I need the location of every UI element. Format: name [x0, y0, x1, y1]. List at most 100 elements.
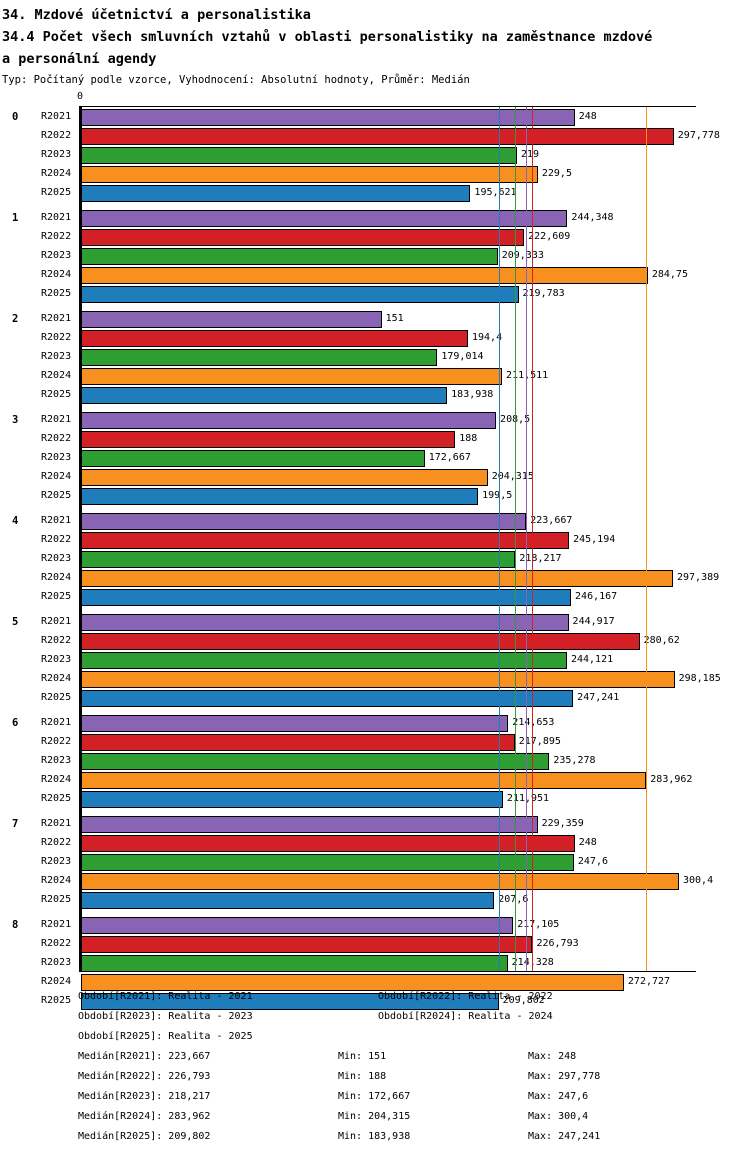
bar-value-label: 179,014: [441, 351, 484, 362]
bar[interactable]: [81, 311, 382, 328]
bar[interactable]: [81, 229, 525, 246]
bar-row: R2024 297,389: [0, 569, 750, 588]
bar-value-label: 188: [459, 433, 478, 444]
median-line-r2025: [498, 107, 500, 971]
bar[interactable]: [81, 715, 509, 732]
bar-value-label: 229,5: [541, 168, 572, 179]
bar-value-label: 204,315: [491, 471, 534, 482]
bar[interactable]: [81, 128, 674, 145]
bar[interactable]: [81, 734, 515, 751]
bar[interactable]: [81, 349, 438, 366]
bar-row-label: R2023: [41, 856, 72, 867]
bar[interactable]: [81, 330, 468, 347]
bar[interactable]: [81, 772, 647, 789]
bar[interactable]: [81, 816, 538, 833]
bar-row-label: R2024: [41, 875, 72, 886]
bar-row-label: R2024: [41, 673, 72, 684]
median-line-r2022: [532, 107, 534, 971]
bar[interactable]: [81, 109, 575, 126]
bar-value-label: 207,6: [498, 894, 529, 905]
bar-row: R2025 209,802: [0, 992, 750, 1011]
bar-group: 6R2021214,653R2022217,895R2023235,278R20…: [0, 714, 750, 815]
bar[interactable]: [81, 450, 425, 467]
bar[interactable]: [81, 993, 499, 1010]
chart-subtitle-line-2: a personální agendy: [2, 51, 157, 67]
bar[interactable]: [81, 513, 527, 530]
bar-value-label: 300,4: [683, 875, 714, 886]
bar[interactable]: [81, 955, 508, 972]
bar-value-label: 222,609: [528, 231, 571, 242]
bar[interactable]: [81, 166, 538, 183]
bar-value-label: 247,241: [577, 692, 620, 703]
bar-row: R2022 248: [0, 834, 750, 853]
bar-row-label: R2021: [41, 212, 72, 223]
bar[interactable]: [81, 248, 498, 265]
bar[interactable]: [81, 368, 503, 385]
bar[interactable]: [81, 614, 569, 631]
bar-row: R2021 208,5: [0, 411, 750, 430]
bar[interactable]: [81, 690, 574, 707]
legend-min-value: Min: 183,938: [338, 1131, 411, 1142]
legend-stat-row: Medián[R2025]: 209,802 Min: 183,938 Max: 2…: [0, 1128, 750, 1148]
bar[interactable]: [81, 147, 517, 164]
bar[interactable]: [81, 974, 624, 991]
bar-row: R2024 284,75: [0, 266, 750, 285]
legend-period-item: Období[R2023]: Realita - 2023: [78, 1011, 253, 1022]
bar[interactable]: [81, 488, 479, 505]
bar[interactable]: [81, 431, 456, 448]
bar-value-label: 244,917: [572, 616, 615, 627]
bar[interactable]: [81, 551, 516, 568]
bar-row: R2024 283,962: [0, 771, 750, 790]
bar-group: 0 R2021 248 R2022 297,778 R2023 219 R2024 229,5 R…: [0, 108, 750, 209]
legend-stat-row: Medián[R2023]: 218,217 Min: 172,667 Max: 2…: [0, 1088, 750, 1108]
group-index-label: 4: [12, 515, 19, 527]
group-index-label: 1: [12, 212, 19, 224]
bar-group: 7 R2021 229,359 R2022 248 R2023 247,6 R2024 300,…: [0, 815, 750, 916]
bar[interactable]: [81, 652, 567, 669]
median-line-r2021: [526, 107, 528, 971]
bar-value-label: 208,5: [500, 414, 530, 426]
legend-min-value: Min: 172,667: [338, 1091, 411, 1102]
bar-value-label: 199,5: [482, 490, 513, 501]
bar[interactable]: [81, 633, 640, 650]
bar[interactable]: [81, 753, 550, 770]
chart-subtitle-line-1: 34.4 Počet všech smluvních vztahů v obla…: [2, 29, 653, 45]
median-line-r2024: [646, 107, 648, 971]
bar-group: 5 R2021 244,917 R2022 280,62 R2023 244,121 R202…: [0, 613, 750, 714]
bar[interactable]: [81, 570, 673, 587]
bar[interactable]: [81, 873, 679, 890]
bar-row: R2025 183,938: [0, 386, 750, 405]
bar[interactable]: [81, 917, 514, 934]
bar-row: R2022 217,895: [0, 733, 750, 752]
bar[interactable]: [81, 387, 448, 404]
legend-period-item: Období[R2022]: Realita - 2022: [378, 991, 553, 1002]
bar-row: R2021 229,359: [0, 815, 750, 834]
bar[interactable]: [81, 835, 575, 852]
bar[interactable]: [81, 469, 488, 486]
bar[interactable]: [81, 412, 497, 429]
bar-row-label: R2024: [41, 774, 72, 785]
bar-value-label: 248: [578, 837, 597, 848]
bar-row: R2022 245,194: [0, 531, 750, 550]
bar[interactable]: [81, 854, 574, 871]
bar-value-label: 235,278: [553, 755, 596, 766]
bar[interactable]: [81, 791, 503, 808]
bar-group: 3 R2021 208,5 R2022 188 R2023 172,667 R2024 204,…: [0, 411, 750, 512]
bar-row-label: R2025: [41, 894, 72, 905]
bar[interactable]: [81, 185, 471, 202]
bar-value-label: 194,4: [471, 332, 503, 343]
bar[interactable]: [81, 286, 519, 303]
bar[interactable]: [81, 892, 495, 909]
bar[interactable]: [81, 532, 570, 549]
bar[interactable]: [81, 671, 675, 688]
bar-row: R2024 272,727: [0, 973, 750, 992]
legend-stat-row: Medián[R2022]: 226,793 Min: 188 Max: 297,7…: [0, 1068, 750, 1088]
bar-row: R2022 194,4: [0, 329, 750, 348]
bar[interactable]: [81, 210, 568, 227]
bar[interactable]: [81, 267, 648, 284]
bar[interactable]: [81, 936, 533, 953]
legend-stat-row: Medián[R2021]: 223,667 Min: 151 Max: 248: [0, 1048, 750, 1068]
bar-row-label: R2025: [41, 490, 72, 501]
bar-row-label: R2025: [41, 793, 72, 804]
bar[interactable]: [81, 589, 572, 606]
